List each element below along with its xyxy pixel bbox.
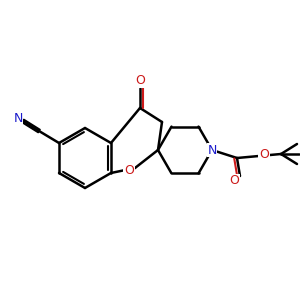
Text: N: N xyxy=(207,143,217,157)
Text: O: O xyxy=(229,175,239,188)
Text: O: O xyxy=(124,164,134,176)
Text: O: O xyxy=(259,148,269,160)
Text: N: N xyxy=(13,112,23,125)
Text: O: O xyxy=(135,74,145,88)
